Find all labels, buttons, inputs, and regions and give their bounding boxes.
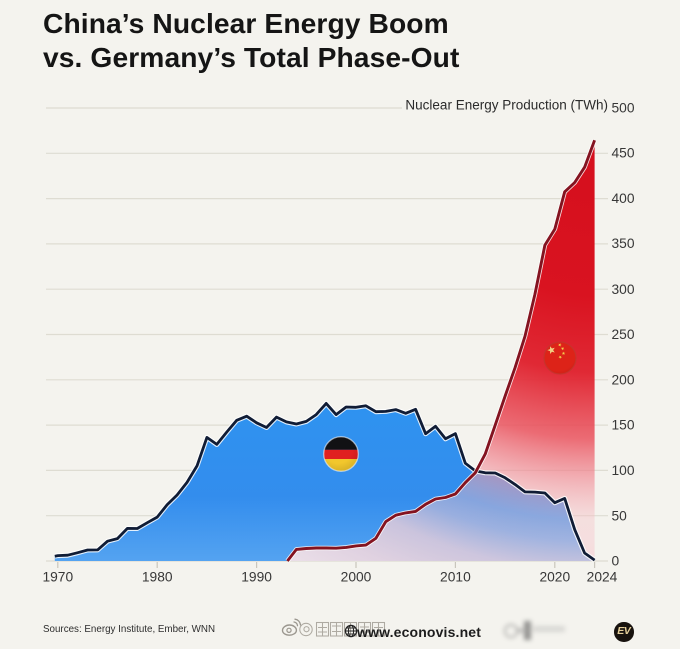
svg-text:1990: 1990 [241,570,272,585]
svg-text:150: 150 [612,417,635,432]
svg-text:350: 350 [612,236,635,251]
svg-text:2000: 2000 [341,570,372,585]
svg-text:2020: 2020 [539,570,570,585]
svg-text:250: 250 [612,327,635,342]
svg-text:400: 400 [612,191,635,206]
svg-text:450: 450 [612,146,635,161]
svg-text:300: 300 [612,282,635,297]
svg-text:1970: 1970 [42,570,73,585]
svg-text:50: 50 [612,508,628,523]
svg-text:100: 100 [612,463,635,478]
svg-text:0: 0 [612,554,620,569]
svg-text:2024: 2024 [587,570,618,585]
svg-text:500: 500 [612,101,635,116]
svg-text:2010: 2010 [440,570,471,585]
svg-text:1980: 1980 [142,570,173,585]
svg-text:Nuclear Energy Production (TWh: Nuclear Energy Production (TWh) [405,98,608,113]
svg-text:200: 200 [612,372,635,387]
